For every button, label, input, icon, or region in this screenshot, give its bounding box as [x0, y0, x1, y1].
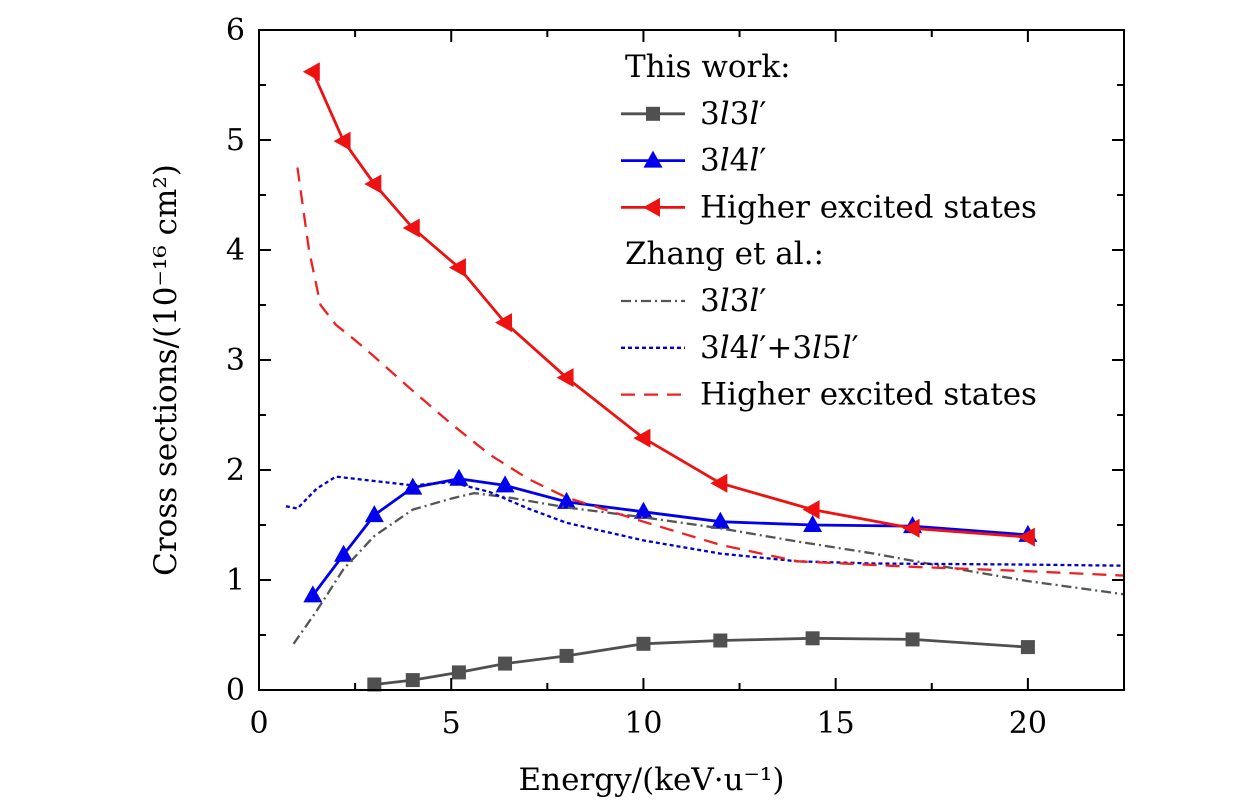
data-point	[334, 544, 354, 562]
y-tick-label: 2	[226, 453, 245, 488]
plot-frame	[258, 29, 1125, 691]
legend-label: 3l3l′	[700, 96, 766, 132]
x-tick-label: 5	[442, 706, 461, 741]
x-tick-label: 0	[249, 706, 268, 741]
axes: 0 5 10 15 20 0 1 2 3 4 5 6 Energy/(keV·u⁻¹) Cross sec…	[148, 13, 1125, 798]
data-point	[710, 473, 728, 493]
data-point	[636, 636, 651, 651]
data-point	[556, 368, 574, 388]
legend-entry: 3l3l′	[621, 283, 766, 319]
x-axis-title: Energy/(keV·u⁻¹)	[519, 762, 785, 798]
legend: This work: 3l3l′ 3l4l′ Higher excited state…	[621, 49, 1037, 413]
data-point	[633, 428, 651, 448]
data-point	[805, 631, 820, 646]
series-line	[374, 636, 1028, 686]
data-point	[557, 491, 577, 509]
legend-entry: 3l4l′	[621, 143, 766, 179]
legend-entry: 3l4l′+3l5l′	[621, 330, 859, 366]
legend-label: 3l4l′	[700, 143, 766, 179]
y-tick-label: 1	[226, 563, 245, 598]
legend-label: 3l3l′	[700, 283, 766, 319]
data-point	[498, 656, 513, 671]
data-point	[559, 648, 574, 663]
series-line	[311, 71, 1028, 539]
data-point	[364, 174, 382, 194]
series-2	[302, 62, 1035, 547]
legend-heading: Zhang et al.:	[625, 236, 824, 272]
data-point	[333, 131, 351, 151]
series-4	[285, 475, 1125, 567]
data-point	[905, 632, 920, 647]
y-tick-label: 6	[226, 13, 245, 48]
legend-label: Higher excited states	[700, 189, 1037, 225]
series-0	[367, 631, 1035, 692]
legend-label: 3l4l′+3l5l′	[700, 330, 859, 366]
data-point	[451, 665, 466, 680]
data-point	[902, 518, 920, 538]
legend-marker	[643, 197, 660, 217]
series-layer	[285, 62, 1125, 692]
series-line	[285, 475, 1125, 567]
y-axis-title: Cross sections/(10⁻¹⁶ cm²)	[148, 164, 184, 576]
x-tick-label: 10	[624, 706, 662, 741]
x-tick-label: 20	[1009, 706, 1047, 741]
y-tick-label: 5	[226, 123, 245, 158]
data-point	[448, 258, 466, 278]
data-point	[449, 468, 469, 486]
data-point	[710, 511, 730, 529]
series-line	[296, 167, 1125, 577]
data-point	[364, 505, 384, 523]
series-5	[296, 167, 1125, 577]
data-point	[302, 62, 320, 82]
legend-marker	[643, 150, 663, 168]
legend-heading: This work:	[625, 49, 791, 85]
series-3	[292, 491, 1125, 645]
data-point	[633, 501, 653, 519]
data-point	[495, 313, 513, 333]
y-tick-label: 0	[226, 673, 245, 708]
series-line	[292, 491, 1125, 645]
legend-label: Higher excited states	[700, 377, 1037, 413]
x-tick-label: 15	[817, 706, 855, 741]
legend-entry: 3l3l′	[621, 96, 766, 132]
data-point	[1017, 527, 1035, 547]
data-point	[1020, 640, 1035, 655]
data-point	[367, 677, 382, 692]
data-point	[495, 475, 515, 493]
y-tick-label: 3	[226, 343, 245, 378]
legend-marker	[646, 106, 660, 121]
y-tick-label: 4	[226, 233, 245, 268]
data-point	[803, 515, 823, 532]
data-point	[713, 633, 728, 648]
data-point	[403, 477, 423, 495]
data-point	[802, 500, 820, 520]
data-point	[402, 218, 420, 238]
series-1	[303, 468, 1038, 603]
legend-entry: Higher excited states	[621, 189, 1037, 225]
data-point	[303, 585, 323, 603]
series-line	[311, 477, 1028, 597]
legend-entry: Higher excited states	[621, 377, 1037, 413]
data-point	[405, 673, 420, 688]
